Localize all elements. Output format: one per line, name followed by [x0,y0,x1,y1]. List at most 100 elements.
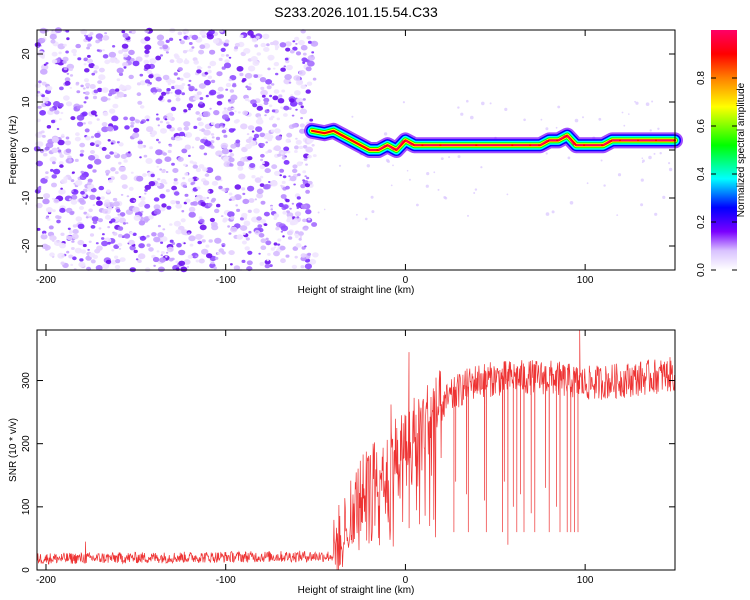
spectrogram-noise-blob [177,67,183,72]
spectrogram-noise-blob [79,206,84,210]
spectrogram-noise-blob [83,63,87,66]
spectrogram-noise-blob [52,161,56,165]
spectrogram-noise-blob [108,93,113,97]
spectrogram-noise-blob [307,252,312,256]
spectrogram-noise-blob [257,116,262,120]
spectrogram-noise-blob [274,170,281,176]
spectrogram-noise-blob [164,118,168,121]
spectrogram-noise-blob [114,264,121,270]
spectrogram-noise-blob [235,143,240,148]
spectrogram-noise-blob [218,154,222,158]
spectrogram-noise-blob [207,69,212,74]
snr-x-tick-label: 100 [577,575,594,586]
spectrogram-noise-blob [289,98,295,103]
spectrogram-noise-blob [181,229,189,236]
spectrogram-noise-blob [102,263,110,270]
spectrogram-noise-blob [68,230,73,234]
spectrogram-noise-blob [87,121,93,125]
spectrogram-noise-blob [118,84,126,91]
spectrogram-noise-blob [49,252,55,257]
spectrogram-noise-blob [198,258,205,264]
spectrogram-noise-blob [68,198,72,201]
snr-panel: -200 -100 0 100 0 100 200 300 Height of straig… [8,329,676,596]
spectrogram-noise-blob [300,184,306,189]
spectrogram-noise-blob [98,67,105,73]
spectrogram-noise-blob [233,119,239,124]
spectrogram-noise-blob [270,180,278,187]
spectrogram-noise-blob [252,103,258,108]
spectrogram-noise-blob [68,67,73,72]
spectrogram-noise-blob [95,39,100,44]
spectrogram-noise-blob [228,232,232,235]
spectrogram-noise-blob [88,208,93,213]
spectrogram-noise-blob [285,198,290,203]
spectrogram-noise-blob [302,170,307,174]
spectrogram-noise-blob [183,59,190,65]
colorbar-tick-label: 0.0 [696,263,707,277]
spectrogram-noise-speck [489,102,492,105]
spectrogram-noise-blob [101,146,107,151]
spectrogram-noise-blob [166,121,170,125]
snr-y-tick-label: 200 [21,435,32,452]
spectrogram-noise-blob [297,173,301,177]
spectrogram-ridge-peak [566,135,575,146]
spectrogram-noise-blob [37,105,42,109]
spectrogram-noise-blob [247,65,256,72]
spectrogram-noise-blob [259,175,264,179]
spectrogram-noise-blob [70,179,75,183]
spectrogram-noise-blob [144,203,151,209]
spectrogram-noise-blob [70,263,74,266]
spectrogram-noise-blob [161,203,167,208]
spectrogram-noise-blob [183,109,188,113]
spectrogram-noise-blob [270,208,274,211]
spectrogram-noise-blob [307,218,311,221]
spectrogram-noise-blob [165,51,169,54]
spectrogram-noise-blob [85,136,91,141]
spectrogram-noise-blob [137,140,143,145]
spectrogram-noise-blob [49,107,55,112]
spectrogram-noise-blob [142,144,147,148]
spectrogram-noise-speck [555,126,558,129]
spectrogram-noise-blob [130,29,136,35]
spectrogram-noise-blob [98,185,105,191]
spectrogram-noise-blob [133,249,138,254]
spectrogram-noise-blob [51,136,60,143]
spectrogram-noise-blob [139,105,145,109]
spectrogram-noise-blob [118,166,126,173]
spectrogram-noise-blob [75,132,80,137]
spectrogram-noise-speck [356,213,358,216]
spectrogram-noise-blob [144,44,152,51]
spectrogram-noise-blob [312,154,317,158]
spectrogram-noise-blob [97,218,103,223]
spectrogram-noise-blob [199,97,204,100]
spectrogram-noise-blob [278,94,283,98]
spectrogram-noise-blob [104,32,107,35]
spectrogram-noise-blob [273,242,278,246]
spectrogram-noise-speck [634,100,636,103]
spectrogram-noise-blob [296,196,301,200]
spectrogram-noise-blob [266,43,270,47]
spectrogram-noise-blob [211,136,215,139]
spectrogram-noise-blob [194,88,198,92]
spectrogram-noise-blob [155,55,162,61]
spectrogram-noise-blob [237,111,241,114]
spectrogram-noise-blob [263,211,270,217]
spectrogram-noise-blob [195,233,203,240]
spectrogram-noise-blob [98,74,106,81]
spectrogram-noise-blob [120,174,128,181]
spectrogram-noise-blob [210,133,215,136]
spectrogram-noise-blob [291,264,298,269]
spectrogram-noise-blob [188,42,193,45]
spectrogram-noise-blob [263,101,269,106]
spectrogram-noise-blob [79,153,84,157]
spectrogram-noise-blob [99,146,102,149]
spectrogram-noise-blob [176,57,184,64]
spectrogram-noise-blob [40,150,44,154]
spectrogram-noise-blob [75,81,80,85]
spectrogram-noise-blob [80,190,85,195]
spectrogram-noise-blob [195,259,200,263]
spectrogram-noise-blob [218,185,223,190]
spectrogram-noise-blob [165,171,169,173]
spectrogram-noise-blob [252,60,260,66]
spectrogram-noise-blob [166,88,171,92]
